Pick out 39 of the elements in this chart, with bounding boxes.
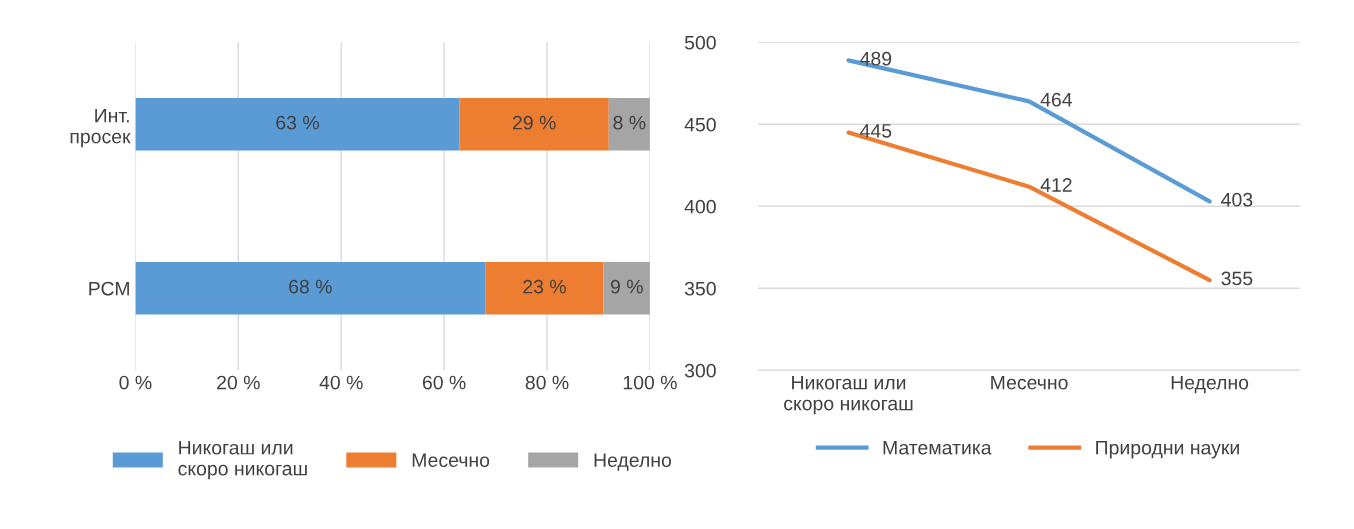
data-label: 403	[1221, 192, 1253, 207]
y-tick-label: Инт. просек	[70, 108, 131, 148]
x-tick-label: Месечно	[991, 375, 1068, 390]
y-tick-label: 450	[684, 117, 716, 132]
x-tick-label: 40 %	[319, 375, 363, 390]
data-label: 355	[1221, 271, 1253, 286]
bar	[135, 262, 486, 315]
x-tick-label: 60 %	[422, 375, 466, 390]
y-tick-label: 400	[684, 199, 716, 214]
legend-label: Неделно	[594, 453, 672, 471]
legend-label: Месечно	[412, 453, 490, 468]
y-tick-label: РСМ	[89, 281, 129, 296]
legend-label: Природни науки	[1096, 440, 1239, 459]
x-tick-label: 0 %	[119, 375, 152, 390]
bar	[608, 98, 650, 151]
x-tick-label: Неделно	[1171, 375, 1249, 394]
data-label: 9 %	[610, 279, 643, 294]
bar	[135, 98, 460, 151]
data-label: 489	[860, 51, 892, 66]
x-tick-label: 80 %	[525, 375, 569, 390]
bar	[603, 262, 650, 315]
data-label: 23 %	[523, 279, 566, 294]
data-label: 464	[1040, 92, 1073, 107]
x-tick-label: Никогаш или скоро никогаш	[784, 375, 913, 415]
data-label: 68 %	[289, 279, 332, 294]
data-label: 8 %	[613, 115, 646, 130]
bar	[459, 98, 609, 151]
legend-label: Математика	[883, 440, 992, 455]
data-label: 412	[1040, 178, 1072, 192]
y-tick-label: 500	[684, 35, 716, 50]
legend-label: Никогаш или скоро никогаш	[178, 440, 307, 480]
y-tick-label: 350	[684, 281, 716, 296]
y-tick-label: 300	[684, 363, 716, 378]
data-label: 29 %	[512, 115, 556, 130]
data-label: 63 %	[276, 115, 319, 130]
data-label: 445	[860, 124, 892, 138]
x-tick-label: 20 %	[217, 375, 260, 390]
bar	[485, 262, 604, 315]
x-tick-label: 100 %	[623, 375, 677, 390]
